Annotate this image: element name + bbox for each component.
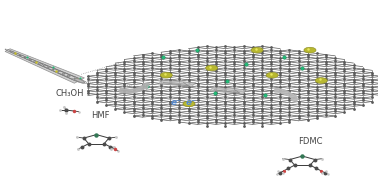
FancyArrowPatch shape xyxy=(275,89,297,101)
Text: e⁻: e⁻ xyxy=(170,98,181,107)
Text: e⁻: e⁻ xyxy=(186,98,196,107)
Circle shape xyxy=(206,65,218,71)
Polygon shape xyxy=(5,49,84,83)
Circle shape xyxy=(183,101,195,107)
Polygon shape xyxy=(158,80,196,86)
Ellipse shape xyxy=(74,78,85,83)
FancyArrowPatch shape xyxy=(119,83,149,93)
Text: HMF: HMF xyxy=(91,111,109,120)
Circle shape xyxy=(160,72,172,78)
Polygon shape xyxy=(209,88,247,93)
Circle shape xyxy=(266,72,278,78)
Text: FDMC: FDMC xyxy=(298,137,322,146)
Text: CH₃OH: CH₃OH xyxy=(56,90,84,98)
Circle shape xyxy=(304,47,316,53)
Circle shape xyxy=(315,78,327,83)
Circle shape xyxy=(251,47,263,53)
